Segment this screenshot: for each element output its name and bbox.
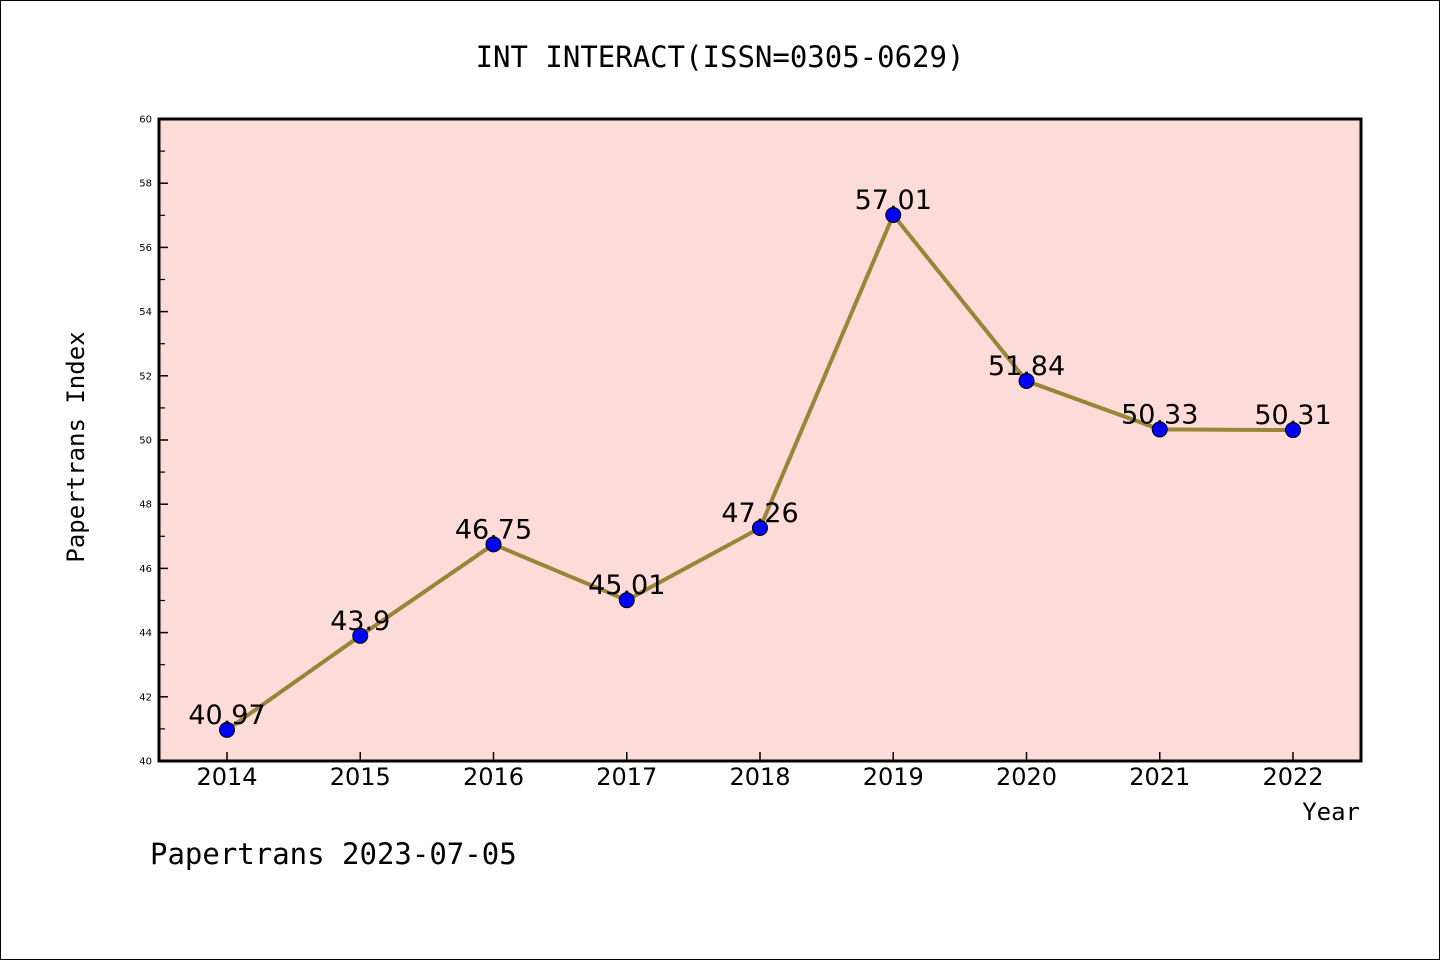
y-axis-label: Papertrans Index [62, 331, 90, 562]
data-label: 51.84 [988, 351, 1065, 382]
x-tick-label: 2014 [196, 763, 257, 791]
y-tick-label: 42 [139, 692, 152, 703]
y-tick-label: 46 [139, 564, 152, 575]
data-point [885, 206, 902, 223]
y-tick-label: 60 [139, 115, 152, 126]
y-tick-label: 58 [139, 179, 152, 190]
x-tick-label: 2022 [1262, 763, 1323, 791]
y-tick-label: 52 [139, 371, 152, 382]
data-label: 43.9 [330, 606, 390, 637]
y-tick-label: 40 [139, 757, 152, 768]
x-tick-label: 2019 [863, 763, 924, 791]
y-axis: 40 42 44 46 48 50 52 54 56 58 60 [139, 115, 168, 768]
y-tick-label: 48 [139, 500, 152, 511]
plot-border [157, 117, 1363, 763]
x-tick-label: 2017 [596, 763, 657, 791]
data-label: 50.33 [1121, 399, 1198, 430]
data-labels: 40.97 43.9 46.75 45.01 47.26 57.01 51.84 50.33 5… [188, 185, 1331, 731]
data-point [219, 721, 235, 738]
plot-area [159, 119, 1361, 761]
x-tick-label: 2020 [996, 763, 1057, 791]
y-tick-label: 44 [139, 628, 152, 639]
data-point [352, 627, 369, 644]
y-tick-label: 50 [139, 436, 152, 447]
x-tick-label: 2021 [1129, 763, 1190, 791]
x-tick-label: 2018 [729, 763, 790, 791]
data-point [1018, 372, 1035, 389]
data-label: 47.26 [721, 498, 798, 529]
data-label: 57.01 [855, 185, 932, 216]
data-label: 40.97 [188, 700, 265, 731]
data-point [1151, 421, 1168, 438]
chart-title: INT INTERACT(ISSN=0305-0629) [476, 40, 965, 74]
x-tick-label: 2016 [463, 763, 524, 791]
y-tick-label: 56 [139, 243, 152, 254]
x-axis-label: Year [1302, 798, 1360, 826]
data-label: 45.01 [588, 570, 665, 601]
y-tick-label: 54 [139, 307, 152, 318]
data-label: 46.75 [455, 514, 532, 545]
x-axis: 2014 2015 2016 2017 2018 2019 2020 2021 2022 [196, 752, 1324, 791]
data-point [1285, 422, 1301, 439]
data-point [752, 519, 768, 536]
data-point [618, 592, 635, 609]
footer-credit: Papertrans 2023-07-05 [150, 837, 517, 871]
data-markers [219, 206, 1301, 738]
data-label: 50.31 [1254, 400, 1331, 431]
data-point [485, 536, 502, 553]
x-tick-label: 2015 [330, 763, 391, 791]
